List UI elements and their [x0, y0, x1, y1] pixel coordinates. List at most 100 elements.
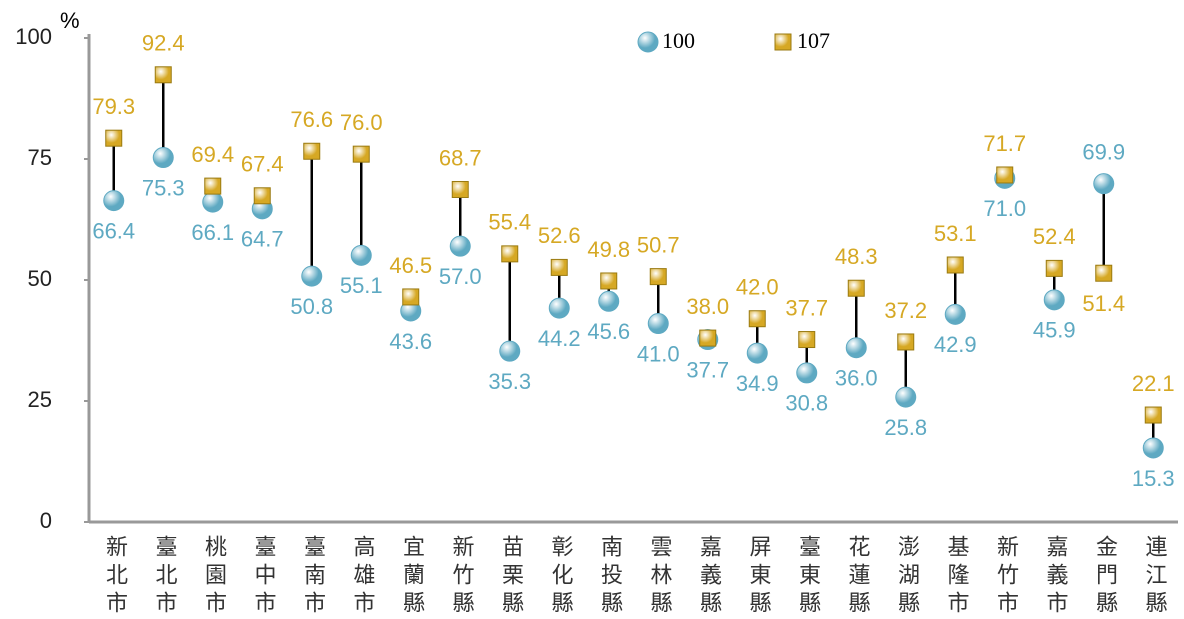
- x-tick-label: 臺北市: [152, 535, 177, 619]
- value-label: 64.7: [241, 227, 284, 252]
- square-marker: [699, 329, 717, 347]
- x-tick-label: 新竹市: [994, 535, 1019, 619]
- x-tick-label: 新竹縣: [449, 535, 474, 619]
- square-marker: [600, 272, 618, 290]
- square-marker: [748, 310, 766, 328]
- value-label: 49.8: [587, 237, 630, 262]
- circle-marker: [746, 342, 768, 364]
- circle-marker: [499, 340, 521, 362]
- legend-label: 100: [662, 28, 695, 53]
- square-marker: [253, 187, 271, 205]
- x-tick-label: 花蓮縣: [845, 535, 870, 619]
- circle-marker: [944, 303, 966, 325]
- circle-marker: [598, 290, 620, 312]
- square-marker: [451, 180, 469, 198]
- circle-marker: [1142, 437, 1164, 459]
- circle-marker: [895, 386, 917, 408]
- x-tick-label: 新北市: [103, 535, 128, 619]
- value-label: 55.4: [488, 210, 531, 235]
- square-marker: [996, 166, 1014, 184]
- y-unit: %: [60, 8, 80, 33]
- value-label: 38.0: [686, 294, 729, 319]
- circle-marker: [202, 191, 224, 213]
- square-marker: [847, 279, 865, 297]
- square-marker: [501, 245, 519, 263]
- legend-marker: [637, 31, 659, 53]
- x-tick-label: 桃園市: [202, 535, 227, 619]
- x-tick-label: 宜蘭縣: [400, 535, 425, 619]
- value-label: 45.9: [1033, 318, 1076, 343]
- square-marker: [550, 258, 568, 276]
- x-tick-label: 嘉義市: [1043, 535, 1068, 619]
- x-tick-label: 高雄市: [350, 535, 375, 619]
- value-label: 71.7: [983, 131, 1026, 156]
- value-label: 41.0: [637, 341, 680, 366]
- x-tick-label: 彰化縣: [548, 535, 573, 619]
- circle-marker: [152, 147, 174, 169]
- value-label: 68.7: [439, 145, 482, 170]
- square-marker: [402, 288, 420, 306]
- legend-label: 107: [797, 28, 830, 53]
- value-label: 50.8: [290, 294, 333, 319]
- x-tick-label: 臺中市: [251, 535, 276, 619]
- x-tick-label: 臺東縣: [796, 535, 821, 619]
- x-tick-label: 連江縣: [1142, 535, 1167, 619]
- circle-marker: [647, 313, 669, 335]
- value-label: 76.0: [340, 110, 383, 135]
- y-tick-label: 50: [28, 266, 52, 291]
- circle-marker: [1043, 289, 1065, 311]
- value-label: 66.1: [191, 220, 234, 245]
- value-label: 55.1: [340, 273, 383, 298]
- x-tick-label: 臺南市: [301, 535, 326, 619]
- square-marker: [303, 142, 321, 160]
- square-marker: [352, 145, 370, 163]
- x-tick-label: 苗栗縣: [499, 535, 524, 619]
- x-tick-label: 金門縣: [1093, 535, 1118, 619]
- circle-marker: [350, 244, 372, 266]
- circle-marker: [103, 190, 125, 212]
- square-marker: [946, 256, 964, 274]
- y-tick-label: 75: [28, 145, 52, 170]
- legend-marker: [774, 33, 792, 51]
- value-label: 52.6: [538, 223, 581, 248]
- value-label: 37.7: [785, 295, 828, 320]
- value-label: 69.9: [1082, 139, 1125, 164]
- value-label: 34.9: [736, 371, 779, 396]
- value-label: 66.4: [92, 218, 135, 243]
- square-marker: [1095, 264, 1113, 282]
- value-label: 36.0: [835, 366, 878, 391]
- value-label: 92.4: [142, 31, 185, 56]
- circle-marker: [1093, 173, 1115, 195]
- value-label: 44.2: [538, 326, 581, 351]
- value-label: 50.7: [637, 232, 680, 257]
- square-marker: [154, 66, 172, 84]
- circle-marker: [548, 297, 570, 319]
- circle-marker: [796, 362, 818, 384]
- circle-marker: [845, 337, 867, 359]
- value-label: 30.8: [785, 391, 828, 416]
- value-label: 75.3: [142, 175, 185, 200]
- circle-marker: [301, 265, 323, 287]
- x-tick-label: 基隆市: [944, 535, 969, 619]
- x-tick-label: 雲林縣: [647, 535, 672, 619]
- value-label: 46.5: [389, 253, 432, 278]
- square-marker: [649, 268, 667, 286]
- value-label: 53.1: [934, 221, 977, 246]
- circle-marker: [449, 235, 471, 257]
- value-label: 37.7: [686, 357, 729, 382]
- value-label: 15.3: [1132, 466, 1175, 491]
- value-label: 25.8: [884, 415, 927, 440]
- value-label: 79.3: [92, 94, 135, 119]
- value-label: 51.4: [1082, 291, 1125, 316]
- y-tick-label: 100: [15, 24, 52, 49]
- value-label: 35.3: [488, 369, 531, 394]
- value-label: 42.0: [736, 275, 779, 300]
- x-tick-label: 嘉義縣: [697, 535, 722, 619]
- square-marker: [1045, 259, 1063, 277]
- y-tick-label: 0: [40, 508, 52, 533]
- value-label: 71.0: [983, 196, 1026, 221]
- square-marker: [1144, 406, 1162, 424]
- value-label: 76.6: [290, 107, 333, 132]
- value-label: 37.2: [884, 298, 927, 323]
